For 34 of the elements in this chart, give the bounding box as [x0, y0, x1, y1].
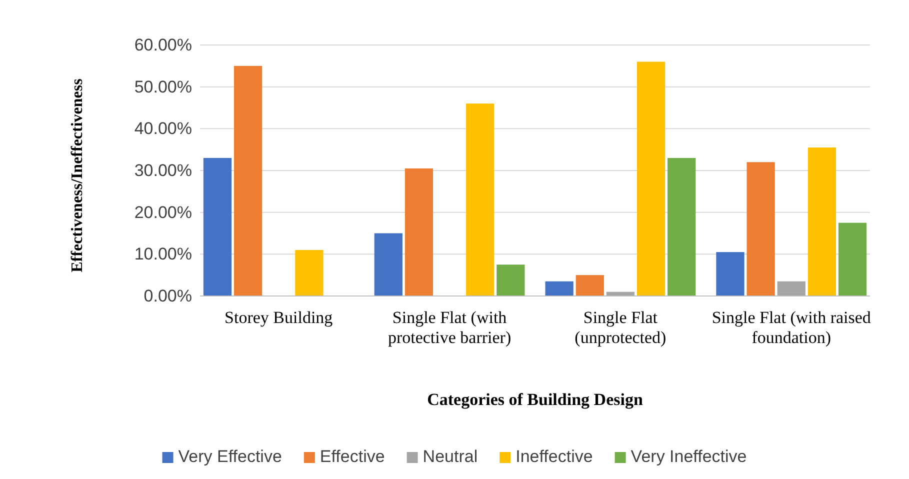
y-axis-title: Effectiveness/Ineffectiveness: [69, 78, 86, 272]
y-tick-label: 10.00%: [134, 244, 192, 264]
bar: [404, 168, 434, 296]
x-axis-title: Categories of Building Design: [427, 390, 644, 409]
legend-label: Very Effective: [178, 447, 282, 466]
legend-label: Neutral: [422, 447, 478, 466]
bar: [374, 233, 402, 296]
bar: [234, 66, 262, 296]
legend-label: Ineffective: [516, 447, 593, 466]
x-tick-label: Storey Building: [224, 308, 334, 327]
bar: [295, 250, 324, 296]
bar: [496, 264, 525, 296]
x-tick-label: Single Flat (with raised foundation): [712, 308, 872, 347]
x-tick-label: Single Flat (with protective barrier): [388, 308, 512, 347]
y-tick-label: 20.00%: [134, 202, 192, 222]
bar: [716, 252, 744, 296]
bar: [746, 162, 775, 296]
y-tick-label: 60.00%: [134, 35, 192, 54]
y-tick-label: 50.00%: [134, 77, 192, 96]
bar: [636, 62, 666, 296]
bar: [777, 281, 806, 296]
bar: [203, 158, 232, 296]
bar: [838, 222, 867, 296]
legend-label: Effective: [320, 447, 385, 466]
y-tick-label: 40.00%: [134, 119, 192, 138]
bar: [545, 281, 574, 296]
y-tick-label: 0.00%: [144, 286, 192, 306]
bar: [808, 147, 836, 296]
y-tick-label: 30.00%: [134, 160, 192, 180]
x-tick-label: Single Flat (unprotected): [574, 308, 666, 347]
bar: [466, 104, 494, 296]
bar: [668, 158, 696, 296]
bar: [576, 275, 604, 296]
legend-label: Very Ineffective: [630, 447, 747, 466]
